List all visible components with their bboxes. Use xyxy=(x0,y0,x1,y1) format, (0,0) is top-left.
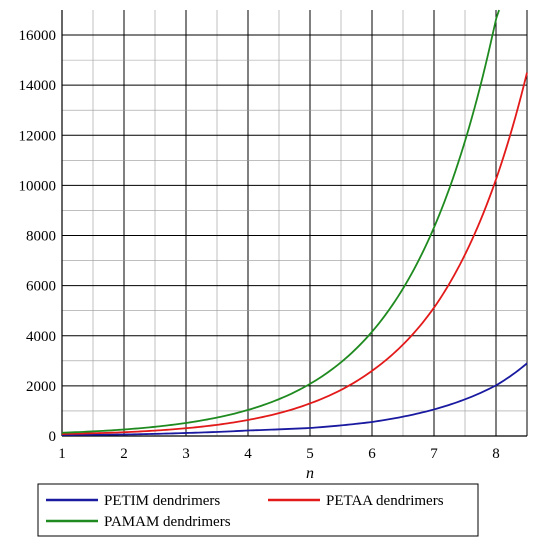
x-tick-label: 1 xyxy=(58,446,66,462)
x-tick-label: 3 xyxy=(182,446,190,462)
axes xyxy=(61,10,527,437)
series-lines xyxy=(61,9,528,436)
y-tick-label: 6000 xyxy=(26,279,56,295)
y-tick-label: 16000 xyxy=(19,28,57,44)
grid-lines xyxy=(62,10,528,436)
y-tick-label: 4000 xyxy=(26,329,56,345)
tick-labels: 1 2 3 4 5 6 7 8 0 2000 4000 6000 8000 10000 12000 14000… xyxy=(19,28,500,462)
series-line xyxy=(61,9,500,434)
legend-box xyxy=(37,483,479,537)
x-tick-label: 6 xyxy=(368,446,376,462)
y-tick-label: 14000 xyxy=(19,78,57,94)
series-line xyxy=(61,72,528,435)
x-axis-label: n xyxy=(306,465,314,482)
legend-label: PETAA dendrimers xyxy=(326,493,444,509)
y-tick-label: 0 xyxy=(49,429,57,445)
y-tick-label: 2000 xyxy=(26,379,56,395)
y-tick-label: 10000 xyxy=(19,178,57,194)
x-tick-label: 5 xyxy=(306,446,314,462)
y-tick-label: 12000 xyxy=(19,128,57,144)
y-tick-label: 8000 xyxy=(26,229,56,245)
series-line xyxy=(61,362,528,436)
legend-label: PAMAM dendrimers xyxy=(104,514,231,530)
x-tick-label: 2 xyxy=(120,446,128,462)
x-tick-label: 8 xyxy=(492,446,500,462)
legend-label: PETIM dendrimers xyxy=(104,493,220,509)
x-tick-label: 7 xyxy=(430,446,438,462)
legend: PETIM dendrimers PETAA dendrimers PAMAM de… xyxy=(37,483,479,537)
x-tick-label: 4 xyxy=(244,446,252,462)
